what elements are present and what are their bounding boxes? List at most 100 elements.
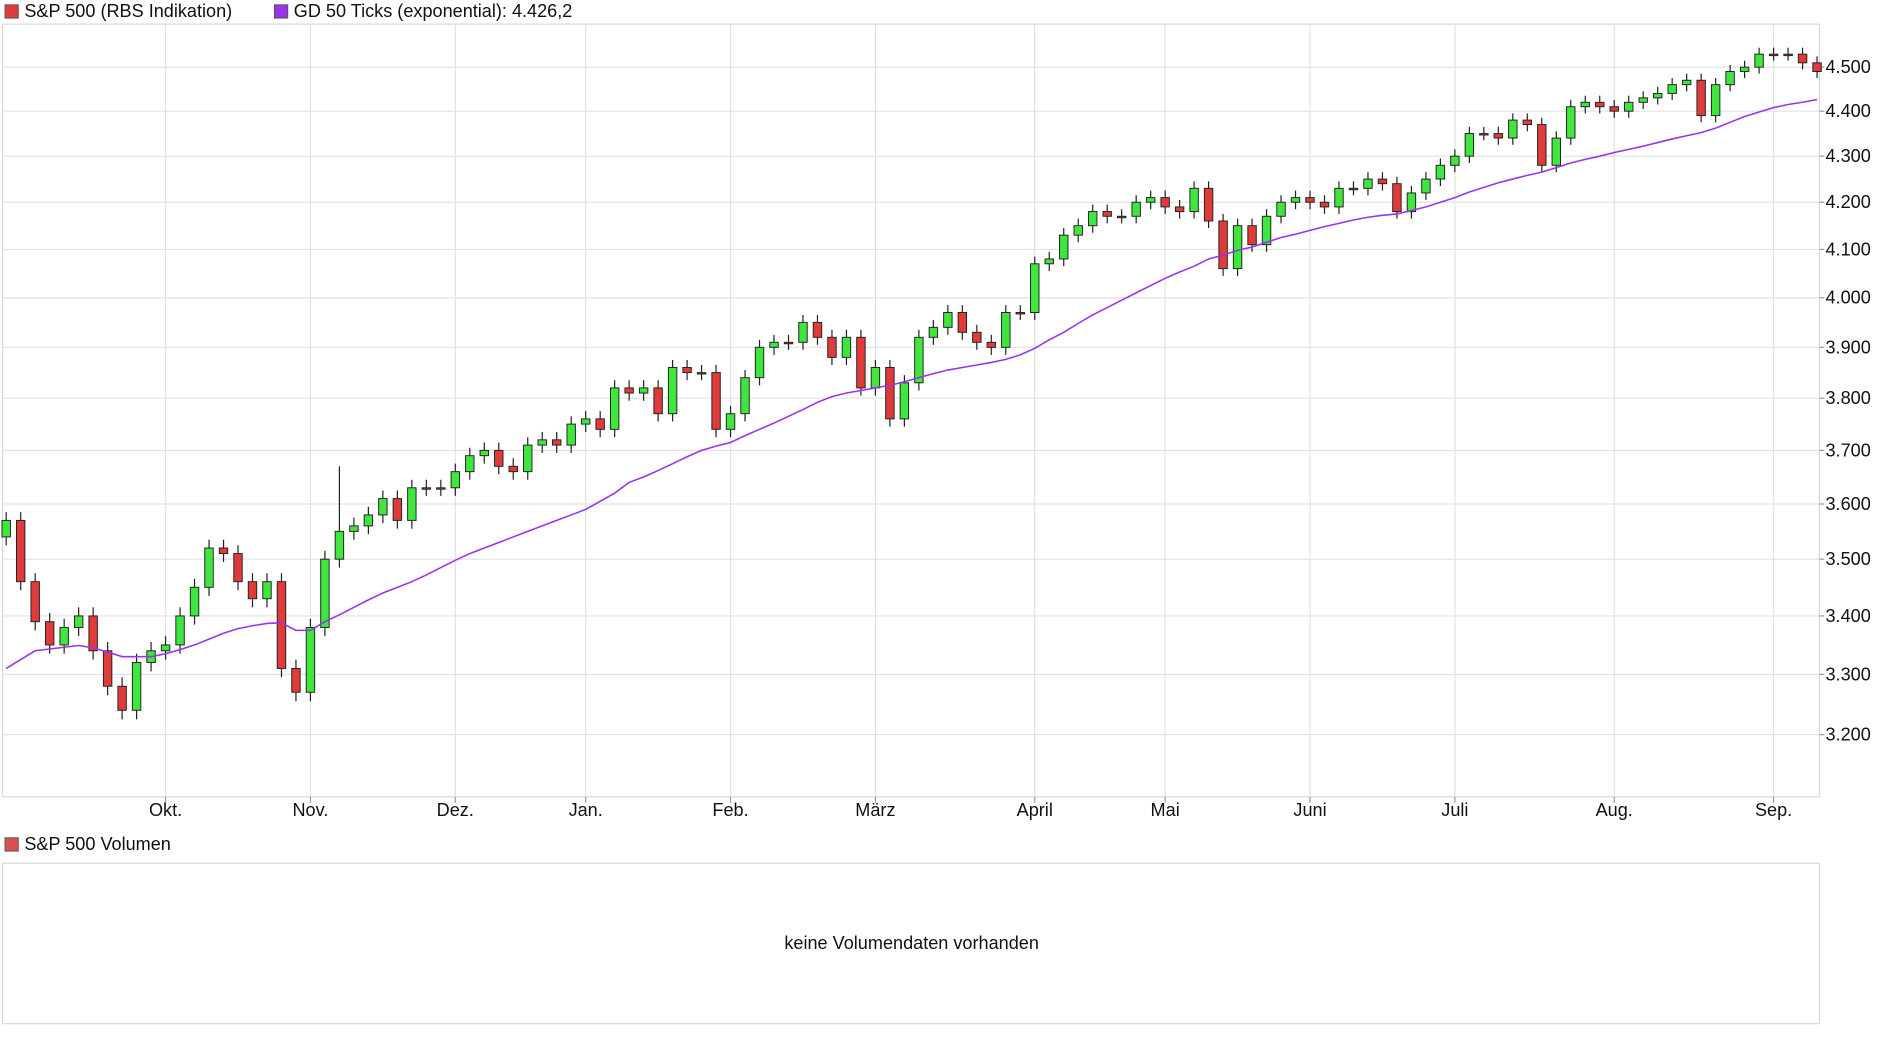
candle-body xyxy=(320,558,330,628)
x-tick-label: April xyxy=(1017,800,1053,820)
candle-body xyxy=(59,626,69,646)
candle-body xyxy=(595,418,605,430)
moving-average-line xyxy=(5,98,1818,670)
candle-body xyxy=(609,387,620,430)
candle-body xyxy=(1059,234,1069,260)
candle-body xyxy=(1131,201,1141,217)
candle-body xyxy=(1652,92,1663,99)
candle-body xyxy=(479,449,489,457)
candle-body xyxy=(363,514,374,527)
candle-body xyxy=(1,519,11,538)
candle-body xyxy=(711,372,721,430)
candle-body xyxy=(783,341,794,345)
candle-body xyxy=(1030,263,1040,313)
x-tick-label: Mai xyxy=(1151,800,1180,820)
plot-area xyxy=(1,23,1821,798)
candle-body xyxy=(436,487,446,490)
candle-body xyxy=(1232,225,1243,270)
volume-message: keine Volumendaten vorhanden xyxy=(784,933,1039,953)
candle-body xyxy=(44,621,55,646)
candle-body xyxy=(856,336,866,389)
y-tick-label: 3.400 xyxy=(1825,606,1870,626)
candle-body xyxy=(1768,53,1779,57)
x-tick-label: Nov. xyxy=(292,800,328,820)
volume-area xyxy=(1,862,1821,1025)
candle-body xyxy=(537,439,547,446)
candle-body xyxy=(1783,53,1793,57)
candle-body xyxy=(754,346,765,379)
y-tick-label: 3.900 xyxy=(1825,337,1870,357)
candle-body xyxy=(1667,84,1677,94)
candle-body xyxy=(1681,79,1692,86)
candle-body xyxy=(812,321,823,338)
candle-body xyxy=(580,418,591,425)
candle-body xyxy=(1479,133,1489,136)
y-tick-label: 3.600 xyxy=(1825,494,1870,514)
candle-body xyxy=(1073,225,1083,236)
candle-body xyxy=(1464,133,1475,157)
candle-body xyxy=(638,387,649,394)
candle-body xyxy=(1508,119,1518,139)
y-tick-label: 3.700 xyxy=(1825,440,1870,460)
candle-body xyxy=(943,312,953,328)
candle-body xyxy=(494,449,504,467)
candle-body xyxy=(769,341,779,348)
candle-body xyxy=(15,519,26,583)
candle-body xyxy=(653,387,663,415)
candle-body xyxy=(1696,79,1706,117)
candle-body xyxy=(1812,62,1822,73)
candle-body xyxy=(1595,101,1605,108)
candle-body xyxy=(1116,215,1127,219)
candle-body xyxy=(1797,53,1808,64)
candle-body xyxy=(1363,178,1373,189)
candle-body xyxy=(1537,124,1547,166)
y-tick-label: 3.800 xyxy=(1825,388,1870,408)
candle-body xyxy=(1551,137,1561,166)
volume-title: S&P 500 Volumen xyxy=(24,834,171,854)
candle-body xyxy=(523,444,533,473)
candle-body xyxy=(233,553,243,583)
candle-body xyxy=(1566,106,1576,139)
x-tick-label: Okt. xyxy=(149,800,182,820)
candle-body xyxy=(1624,101,1634,112)
candle-body xyxy=(218,547,229,555)
y-tick-label: 4.500 xyxy=(1825,57,1870,77)
candle-body xyxy=(262,581,272,600)
candle-body xyxy=(725,413,736,430)
x-tick-label: Jan. xyxy=(569,800,603,820)
candle-body xyxy=(407,487,417,521)
candle-body xyxy=(957,312,968,333)
candle-body xyxy=(160,644,171,652)
candle-body xyxy=(30,581,40,623)
candle-body xyxy=(1276,201,1286,217)
candle-body xyxy=(870,367,881,389)
candle-body xyxy=(1725,71,1735,86)
candle-body xyxy=(1580,101,1590,108)
candle-body xyxy=(552,439,562,446)
candle-body xyxy=(696,372,707,375)
candle-body xyxy=(421,487,432,490)
candle-body xyxy=(1450,155,1460,166)
candle-body xyxy=(117,685,127,711)
candle-body xyxy=(667,367,678,415)
candle-body xyxy=(928,326,939,338)
candle-body xyxy=(1247,225,1257,246)
y-tick-label: 4.200 xyxy=(1825,192,1870,212)
y-tick-label: 3.200 xyxy=(1825,725,1870,745)
candle-body xyxy=(1522,119,1533,126)
legend-swatch xyxy=(273,4,289,19)
candle-body xyxy=(392,498,403,521)
candle-body xyxy=(102,650,113,687)
candle-body xyxy=(1392,183,1402,213)
candle-body xyxy=(175,615,185,646)
candle-body xyxy=(1160,197,1170,208)
y-tick-label: 3.500 xyxy=(1825,549,1870,569)
candle-body xyxy=(1174,206,1185,213)
candle-body xyxy=(798,321,808,343)
y-tick-label: 3.300 xyxy=(1825,664,1870,684)
candle-body xyxy=(1145,197,1156,203)
legend-label: S&P 500 (RBS Indikation) xyxy=(24,1,232,21)
candle-body xyxy=(305,626,316,693)
y-tick-label: 4.300 xyxy=(1825,146,1870,166)
